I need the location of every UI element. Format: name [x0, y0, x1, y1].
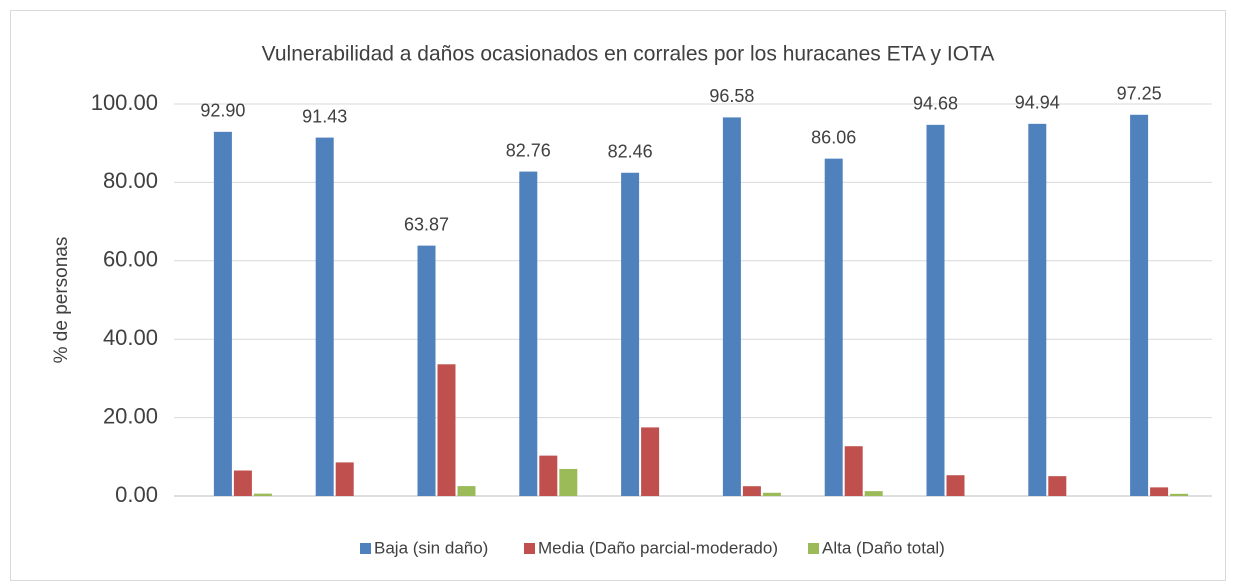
data-label: 82.46	[608, 142, 653, 162]
legend-label: Alta (Daño total)	[822, 538, 945, 557]
bar	[742, 486, 761, 496]
data-label: 86.06	[811, 127, 856, 147]
bar	[559, 468, 578, 496]
y-tick-label: 60.00	[103, 247, 158, 272]
legend-label: Media (Daño parcial-moderado)	[538, 538, 778, 557]
legend-label: Baja (sin daño)	[374, 538, 488, 557]
bar	[253, 493, 272, 496]
bar	[335, 462, 354, 496]
bar	[762, 492, 781, 496]
legend-swatch	[524, 543, 535, 554]
chart-border	[10, 10, 1226, 581]
chart-title: Vulnerabilidad a daños ocasionados en co…	[262, 43, 995, 66]
bar	[1170, 493, 1189, 496]
bar	[233, 470, 252, 496]
data-label: 96.58	[709, 86, 754, 106]
y-tick-label: 0.00	[115, 482, 158, 507]
y-axis-label: % de personas	[51, 237, 72, 364]
bar	[1048, 476, 1067, 496]
data-label: 92.90	[200, 101, 245, 121]
bar	[1130, 114, 1149, 496]
y-tick-label: 100.00	[91, 90, 158, 115]
bar	[539, 455, 558, 496]
data-label: 94.68	[913, 94, 958, 114]
bar	[437, 364, 456, 496]
bar	[519, 171, 538, 496]
bar	[621, 172, 640, 496]
bar	[946, 475, 965, 496]
bar	[844, 446, 863, 496]
bar	[824, 158, 843, 496]
bar	[457, 486, 476, 496]
data-label: 82.76	[506, 140, 551, 160]
bar	[722, 117, 741, 496]
y-tick-label: 20.00	[103, 403, 158, 428]
data-label: 63.87	[404, 214, 449, 234]
y-tick-label: 40.00	[103, 325, 158, 350]
bar	[641, 427, 660, 496]
bar	[926, 124, 945, 496]
bar	[1150, 487, 1169, 496]
legend-swatch	[808, 543, 819, 554]
bar	[315, 137, 334, 496]
bar	[213, 131, 232, 496]
data-label: 94.94	[1015, 93, 1060, 113]
y-tick-label: 80.00	[103, 168, 158, 193]
data-label: 91.43	[302, 106, 347, 126]
bar	[1028, 123, 1047, 496]
bar	[864, 491, 883, 496]
data-label: 97.25	[1117, 84, 1162, 104]
bar	[417, 245, 436, 496]
legend-swatch	[360, 543, 371, 554]
